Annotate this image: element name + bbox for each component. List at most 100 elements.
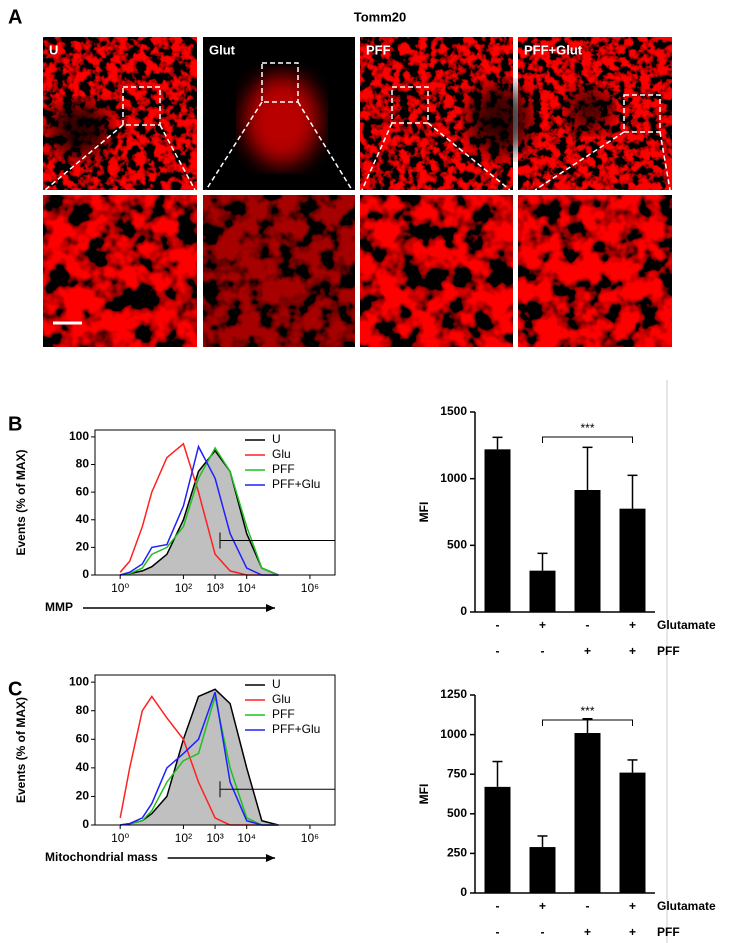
zoom-line <box>297 101 353 191</box>
x-tick-label: 10⁰ <box>111 831 129 845</box>
x-tick-label: 10² <box>175 831 192 845</box>
condition-sign: - <box>496 618 500 632</box>
nucleus <box>468 85 532 155</box>
y-tick-label: 100 <box>69 429 89 443</box>
y-tick-label: 500 <box>447 806 467 820</box>
legend-label: U <box>272 432 281 446</box>
line <box>120 696 279 826</box>
x-tick-label: 10³ <box>206 581 223 595</box>
line <box>120 691 279 826</box>
significance-label: *** <box>580 704 594 718</box>
bar <box>574 490 601 612</box>
x-axis-label: Mitochondrial mass <box>45 850 158 864</box>
zoom-line <box>44 124 124 191</box>
cell-body <box>244 75 320 165</box>
nucleus <box>568 88 612 132</box>
x-tick-label: 10⁴ <box>237 831 256 845</box>
panel-label: B <box>8 413 22 435</box>
arrow-head <box>266 854 275 862</box>
micrograph-zoom <box>360 195 513 347</box>
legend-label: PFF <box>272 707 295 721</box>
y-tick-label: 40 <box>76 512 90 526</box>
condition-sign: - <box>496 925 500 939</box>
x-tick-label: 10³ <box>206 831 223 845</box>
dim <box>203 195 355 347</box>
legend-label: Glu <box>272 447 291 461</box>
zoom-line <box>659 131 671 191</box>
significance-label: *** <box>580 421 594 435</box>
y-axis-label: MFI <box>417 784 431 805</box>
bar <box>619 772 646 893</box>
x-tick-label: 10² <box>175 581 192 595</box>
y-tick-label: 250 <box>447 846 467 860</box>
micrographs: U Glut PFF PFF+Glut <box>43 37 672 347</box>
condition-sign: + <box>629 618 636 632</box>
panel-label: A <box>8 6 22 28</box>
significance-bracket <box>542 436 633 443</box>
y-tick-label: 0 <box>82 817 89 831</box>
condition-name: PFF <box>657 644 680 658</box>
bar <box>529 570 556 612</box>
condition-sign: - <box>541 644 545 658</box>
legend-label: Glu <box>272 692 291 706</box>
area <box>120 450 279 575</box>
condition-name: Glutamate <box>657 899 716 913</box>
condition-sign: - <box>496 644 500 658</box>
bar <box>529 847 556 893</box>
nucleus <box>50 102 110 158</box>
y-axis-label: Events (% of MAX) <box>14 697 28 803</box>
y-tick-label: 1000 <box>440 727 467 741</box>
y-tick-label: 0 <box>460 604 467 618</box>
condition-sign: - <box>541 925 545 939</box>
condition-sign: - <box>496 899 500 913</box>
y-tick-label: 750 <box>447 766 467 780</box>
zoom-line <box>427 122 511 191</box>
y-axis-label: MFI <box>417 502 431 523</box>
legend-label: PFF+Glu <box>272 722 320 736</box>
arrow-head <box>266 604 275 612</box>
legend-label: U <box>272 677 281 691</box>
zoom-line <box>361 122 393 191</box>
area <box>120 689 279 825</box>
image-label: Glut <box>209 42 236 57</box>
image-label: U <box>49 42 58 57</box>
y-tick-label: 0 <box>460 885 467 899</box>
condition-sign: - <box>586 618 590 632</box>
condition-sign: + <box>629 899 636 913</box>
legend-label: PFF+Glu <box>272 477 320 491</box>
y-tick-label: 0 <box>82 567 89 581</box>
y-tick-label: 80 <box>76 457 90 471</box>
y-tick-label: 1500 <box>440 404 467 418</box>
line <box>120 449 279 576</box>
condition-name: Glutamate <box>657 618 716 632</box>
bar <box>484 786 511 893</box>
y-tick-label: 1000 <box>440 471 467 485</box>
x-tick-label: 10⁰ <box>111 581 129 595</box>
condition-name: PFF <box>657 925 680 939</box>
y-axis-label: Events (% of MAX) <box>14 449 28 555</box>
condition-sign: + <box>539 618 546 632</box>
zoom-box <box>261 62 299 103</box>
panel-title: Tomm20 <box>354 9 407 24</box>
zoom-line <box>205 101 263 191</box>
x-tick-label: 10⁶ <box>301 581 319 595</box>
y-tick-label: 100 <box>69 674 89 688</box>
legend-label: PFF <box>272 462 295 476</box>
image-label: PFF+Glut <box>524 42 583 57</box>
micrograph-zoom <box>203 195 355 347</box>
micrograph-zoom <box>518 195 672 347</box>
y-tick-label: 20 <box>76 789 90 803</box>
image-label: PFF <box>366 42 391 57</box>
condition-sign: - <box>586 899 590 913</box>
bar <box>574 733 601 893</box>
y-tick-label: 60 <box>76 731 90 745</box>
line <box>120 446 279 576</box>
bar <box>619 508 646 612</box>
zoom-box <box>623 94 661 133</box>
y-tick-label: 500 <box>447 538 467 552</box>
y-tick-label: 20 <box>76 540 90 554</box>
y-tick-label: 40 <box>76 760 90 774</box>
condition-sign: + <box>539 899 546 913</box>
panel-label: C <box>8 678 22 700</box>
bar <box>484 449 511 612</box>
